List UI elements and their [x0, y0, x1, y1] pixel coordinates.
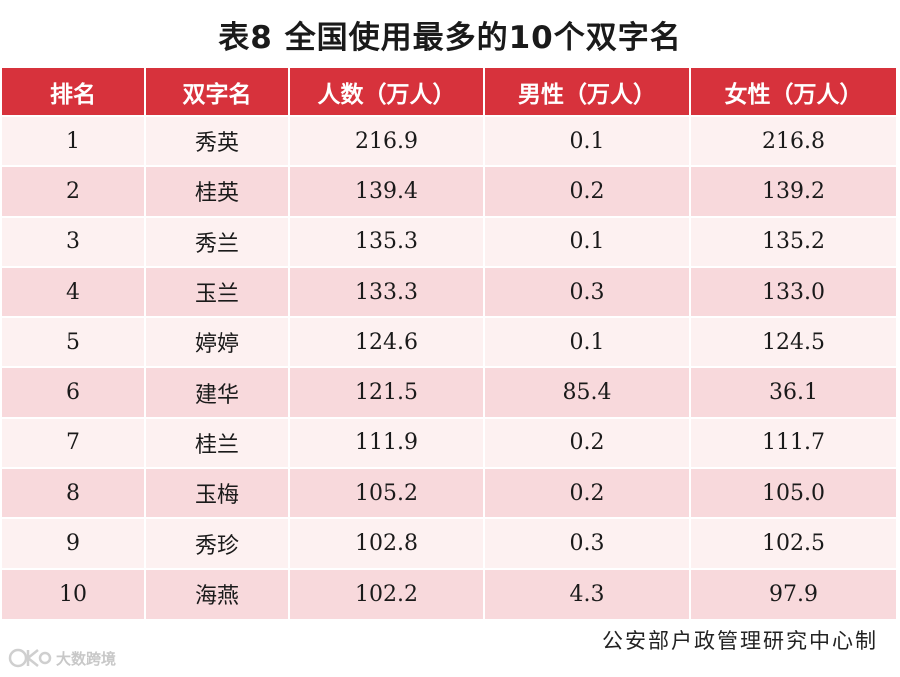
cell-rank: 5 [2, 316, 146, 368]
cell-rank: 3 [2, 215, 146, 267]
cell-total: 133.3 [289, 265, 485, 318]
cell-name: 秀英 [145, 114, 290, 167]
kd-logo-icon [8, 648, 52, 668]
table-row: 2 桂英 139.4 0.2 139.2 [2, 165, 896, 217]
table-row: 1 秀英 216.9 0.1 216.8 [2, 114, 896, 167]
cell-female: 97.9 [690, 567, 896, 619]
cell-total: 124.6 [289, 316, 485, 368]
cell-name: 秀珍 [145, 517, 290, 569]
cell-female: 102.5 [690, 517, 896, 569]
cell-male: 0.2 [484, 165, 691, 217]
cell-female: 139.2 [690, 165, 896, 217]
table-body: 1 秀英 216.9 0.1 216.8 2 桂英 139.4 0.2 139.2 3 秀兰 135.3… [2, 114, 896, 619]
cell-rank: 9 [2, 517, 146, 569]
cell-female: 133.0 [690, 265, 896, 318]
cell-female: 124.5 [690, 316, 896, 368]
table-row: 10 海燕 102.2 4.3 97.9 [2, 567, 896, 619]
cell-name: 秀兰 [145, 215, 290, 267]
cell-female: 216.8 [690, 114, 896, 167]
table-row: 3 秀兰 135.3 0.1 135.2 [2, 215, 896, 267]
cell-male: 85.4 [484, 366, 691, 418]
cell-name: 建华 [145, 366, 290, 418]
cell-rank: 10 [2, 567, 146, 619]
cell-rank: 4 [2, 265, 146, 318]
cell-male: 0.2 [484, 416, 691, 469]
table-row: 8 玉梅 105.2 0.2 105.0 [2, 467, 896, 519]
cell-total: 216.9 [289, 114, 485, 167]
cell-total: 135.3 [289, 215, 485, 267]
cell-total: 111.9 [289, 416, 485, 469]
cell-name: 婷婷 [145, 316, 290, 368]
cell-rank: 6 [2, 366, 146, 418]
table-title: 表8 全国使用最多的10个双字名 [218, 20, 682, 56]
cell-female: 105.0 [690, 467, 896, 519]
cell-total: 139.4 [289, 165, 485, 217]
table-row: 5 婷婷 124.6 0.1 124.5 [2, 316, 896, 368]
table-row: 4 玉兰 133.3 0.3 133.0 [2, 265, 896, 318]
cell-name: 玉兰 [145, 265, 290, 318]
table-row: 7 桂兰 111.9 0.2 111.7 [2, 416, 896, 469]
cell-male: 0.1 [484, 215, 691, 267]
cell-rank: 1 [2, 114, 146, 167]
cell-male: 0.1 [484, 316, 691, 368]
watermark-text: 大数跨境 [56, 649, 117, 668]
cell-rank: 7 [2, 416, 146, 469]
cell-total: 102.2 [289, 567, 485, 619]
source-credit: 公安部户政管理研究中心制 [602, 629, 878, 653]
header-row: 排名 双字名 人数（万人） 男性（万人） 女性（万人） [2, 68, 896, 116]
cell-total: 102.8 [289, 517, 485, 569]
cell-male: 0.3 [484, 517, 691, 569]
cell-female: 135.2 [690, 215, 896, 267]
table-row: 9 秀珍 102.8 0.3 102.5 [2, 517, 896, 569]
cell-name: 玉梅 [145, 467, 290, 519]
header-total: 人数（万人） [289, 68, 485, 116]
watermark: 大数跨境 [8, 644, 116, 672]
cell-female: 36.1 [690, 366, 896, 418]
cell-male: 4.3 [484, 567, 691, 619]
header-name: 双字名 [145, 68, 290, 116]
cell-name: 桂英 [145, 165, 290, 217]
cell-name: 桂兰 [145, 416, 290, 469]
cell-name: 海燕 [145, 567, 290, 619]
cell-total: 121.5 [289, 366, 485, 418]
cell-rank: 2 [2, 165, 146, 217]
cell-male: 0.1 [484, 114, 691, 167]
cell-male: 0.3 [484, 265, 691, 318]
table-row: 6 建华 121.5 85.4 36.1 [2, 366, 896, 418]
cell-rank: 8 [2, 467, 146, 519]
cell-total: 105.2 [289, 467, 485, 519]
header-male: 男性（万人） [484, 68, 691, 116]
header-female: 女性（万人） [690, 68, 896, 116]
cell-male: 0.2 [484, 467, 691, 519]
cell-female: 111.7 [690, 416, 896, 469]
header-rank: 排名 [2, 68, 146, 116]
names-table: 排名 双字名 人数（万人） 男性（万人） 女性（万人） 1 秀英 216.9 0.1 2… [2, 68, 896, 619]
